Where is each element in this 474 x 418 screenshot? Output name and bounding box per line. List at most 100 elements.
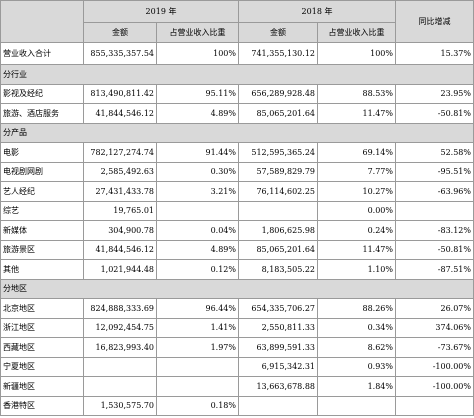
ratio-2018: 0.24%	[317, 220, 396, 241]
table-row: 其他 1,021,944.48 0.12% 8,183,505.22 1.10% -87.…	[0, 259, 474, 280]
row-label: 北京地区	[0, 298, 84, 319]
section-title: 分地区	[0, 278, 474, 299]
section-header-row: 分行业	[0, 64, 474, 85]
amount-2019: 304,900.78	[83, 220, 157, 241]
yoy: -73.67%	[395, 337, 474, 358]
amount-2018: 512,595,365.24	[238, 142, 318, 163]
header-ratio-2019: 占营业收入比重	[156, 22, 239, 43]
section-title: 分行业	[0, 64, 474, 85]
row-label: 艺人经纪	[0, 181, 84, 202]
amount-2019	[83, 376, 157, 397]
header-yoy: 同比增减	[395, 0, 474, 43]
yoy: -63.96%	[395, 181, 474, 202]
ratio-2019	[156, 200, 239, 221]
header-row-years: 2019 年 2018 年 同比增减	[0, 0, 474, 43]
section-header-row: 分地区	[0, 278, 474, 299]
header-corner-cell	[0, 0, 84, 43]
amount-2018: 6,915,342.31	[238, 356, 318, 377]
table-row: 旅游、酒店服务 41,844,546.12 4.89% 85,065,201.64 11…	[0, 103, 474, 124]
row-label: 电影	[0, 142, 84, 163]
ratio-2019: 4.89%	[156, 239, 239, 260]
row-label: 香港特区	[0, 395, 84, 416]
ratio-2018: 0.00%	[317, 200, 396, 221]
amount-2018: 8,183,505.22	[238, 259, 318, 280]
row-label: 浙江地区	[0, 317, 84, 338]
row-label: 影视及经纪	[0, 83, 84, 104]
amount-2019: 41,844,546.12	[83, 103, 157, 124]
amount-2018: 85,065,201.64	[238, 239, 318, 260]
ratio-2019: 4.89%	[156, 103, 239, 124]
row-label: 宁夏地区	[0, 356, 84, 377]
amount-2018: 57,589,829.79	[238, 161, 318, 182]
table-row: 宁夏地区 6,915,342.31 0.93% -100.00%	[0, 356, 474, 377]
ratio-2018: 88.53%	[317, 83, 396, 104]
ratio-2018: 0.93%	[317, 356, 396, 377]
ratio-2019: 0.04%	[156, 220, 239, 241]
ratio-2019: 0.30%	[156, 161, 239, 182]
ratio-2018: 11.47%	[317, 239, 396, 260]
yoy	[395, 395, 474, 416]
yoy: -50.81%	[395, 103, 474, 124]
ratio-2018: 8.62%	[317, 337, 396, 358]
row-label: 西藏地区	[0, 337, 84, 358]
ratio-2019: 1.97%	[156, 337, 239, 358]
ratio-2019: 0.12%	[156, 259, 239, 280]
amount-2018: 1,806,625.98	[238, 220, 318, 241]
amount-2019: 12,092,454.75	[83, 317, 157, 338]
amount-2018: 13,663,678.88	[238, 376, 318, 397]
yoy: -87.51%	[395, 259, 474, 280]
amount-2018: 85,065,201.64	[238, 103, 318, 124]
total-ratio-2019: 100%	[156, 42, 239, 65]
amount-2018: 656,289,928.48	[238, 83, 318, 104]
yoy: 26.07%	[395, 298, 474, 319]
yoy: -100.00%	[395, 356, 474, 377]
yoy: -50.81%	[395, 239, 474, 260]
table-row: 新疆地区 13,663,678.88 1.84% -100.00%	[0, 376, 474, 397]
amount-2018: 2,550,811.33	[238, 317, 318, 338]
row-label: 电视剧网剧	[0, 161, 84, 182]
yoy: 374.06%	[395, 317, 474, 338]
header-amount-2019: 金额	[83, 22, 157, 43]
table-row: 西藏地区 16,823,993.40 1.97% 63,899,591.33 8.62%…	[0, 337, 474, 358]
amount-2019: 1,530,575.70	[83, 395, 157, 416]
amount-2018	[238, 395, 318, 416]
yoy: -83.12%	[395, 220, 474, 241]
ratio-2019: 0.18%	[156, 395, 239, 416]
section-title: 分产品	[0, 122, 474, 143]
row-label: 新疆地区	[0, 376, 84, 397]
yoy	[395, 200, 474, 221]
header-2018: 2018 年	[238, 0, 396, 23]
ratio-2018: 1.10%	[317, 259, 396, 280]
amount-2019: 1,021,944.48	[83, 259, 157, 280]
ratio-2018: 10.27%	[317, 181, 396, 202]
section-header-row: 分产品	[0, 122, 474, 143]
table-row: 电视剧网剧 2,585,492.63 0.30% 57,589,829.79 7.77%…	[0, 161, 474, 182]
ratio-2018: 7.77%	[317, 161, 396, 182]
ratio-2019: 95.11%	[156, 83, 239, 104]
ratio-2019: 96.44%	[156, 298, 239, 319]
amount-2019: 41,844,546.12	[83, 239, 157, 260]
row-label: 旅游景区	[0, 239, 84, 260]
amount-2019: 27,431,433.78	[83, 181, 157, 202]
amount-2018	[238, 200, 318, 221]
ratio-2019	[156, 376, 239, 397]
total-ratio-2018: 100%	[317, 42, 396, 65]
yoy: 52.58%	[395, 142, 474, 163]
amount-2019: 813,490,811.42	[83, 83, 157, 104]
header-amount-2018: 金额	[238, 22, 318, 43]
amount-2019: 824,888,333.69	[83, 298, 157, 319]
table-row: 电影 782,127,274.74 91.44% 512,595,365.24 69.1…	[0, 142, 474, 163]
ratio-2019: 91.44%	[156, 142, 239, 163]
total-row: 营业收入合计 855,335,357.54 100% 741,355,130.1…	[0, 42, 474, 65]
table-row: 香港特区 1,530,575.70 0.18%	[0, 395, 474, 416]
total-amount-2019: 855,335,357.54	[83, 42, 157, 65]
amount-2018: 63,899,591.33	[238, 337, 318, 358]
total-amount-2018: 741,355,130.12	[238, 42, 318, 65]
header-ratio-2018: 占营业收入比重	[317, 22, 396, 43]
row-label: 旅游、酒店服务	[0, 103, 84, 124]
ratio-2018: 69.14%	[317, 142, 396, 163]
amount-2019: 782,127,274.74	[83, 142, 157, 163]
ratio-2018: 1.84%	[317, 376, 396, 397]
table-row: 综艺 19,765.01 0.00%	[0, 200, 474, 221]
